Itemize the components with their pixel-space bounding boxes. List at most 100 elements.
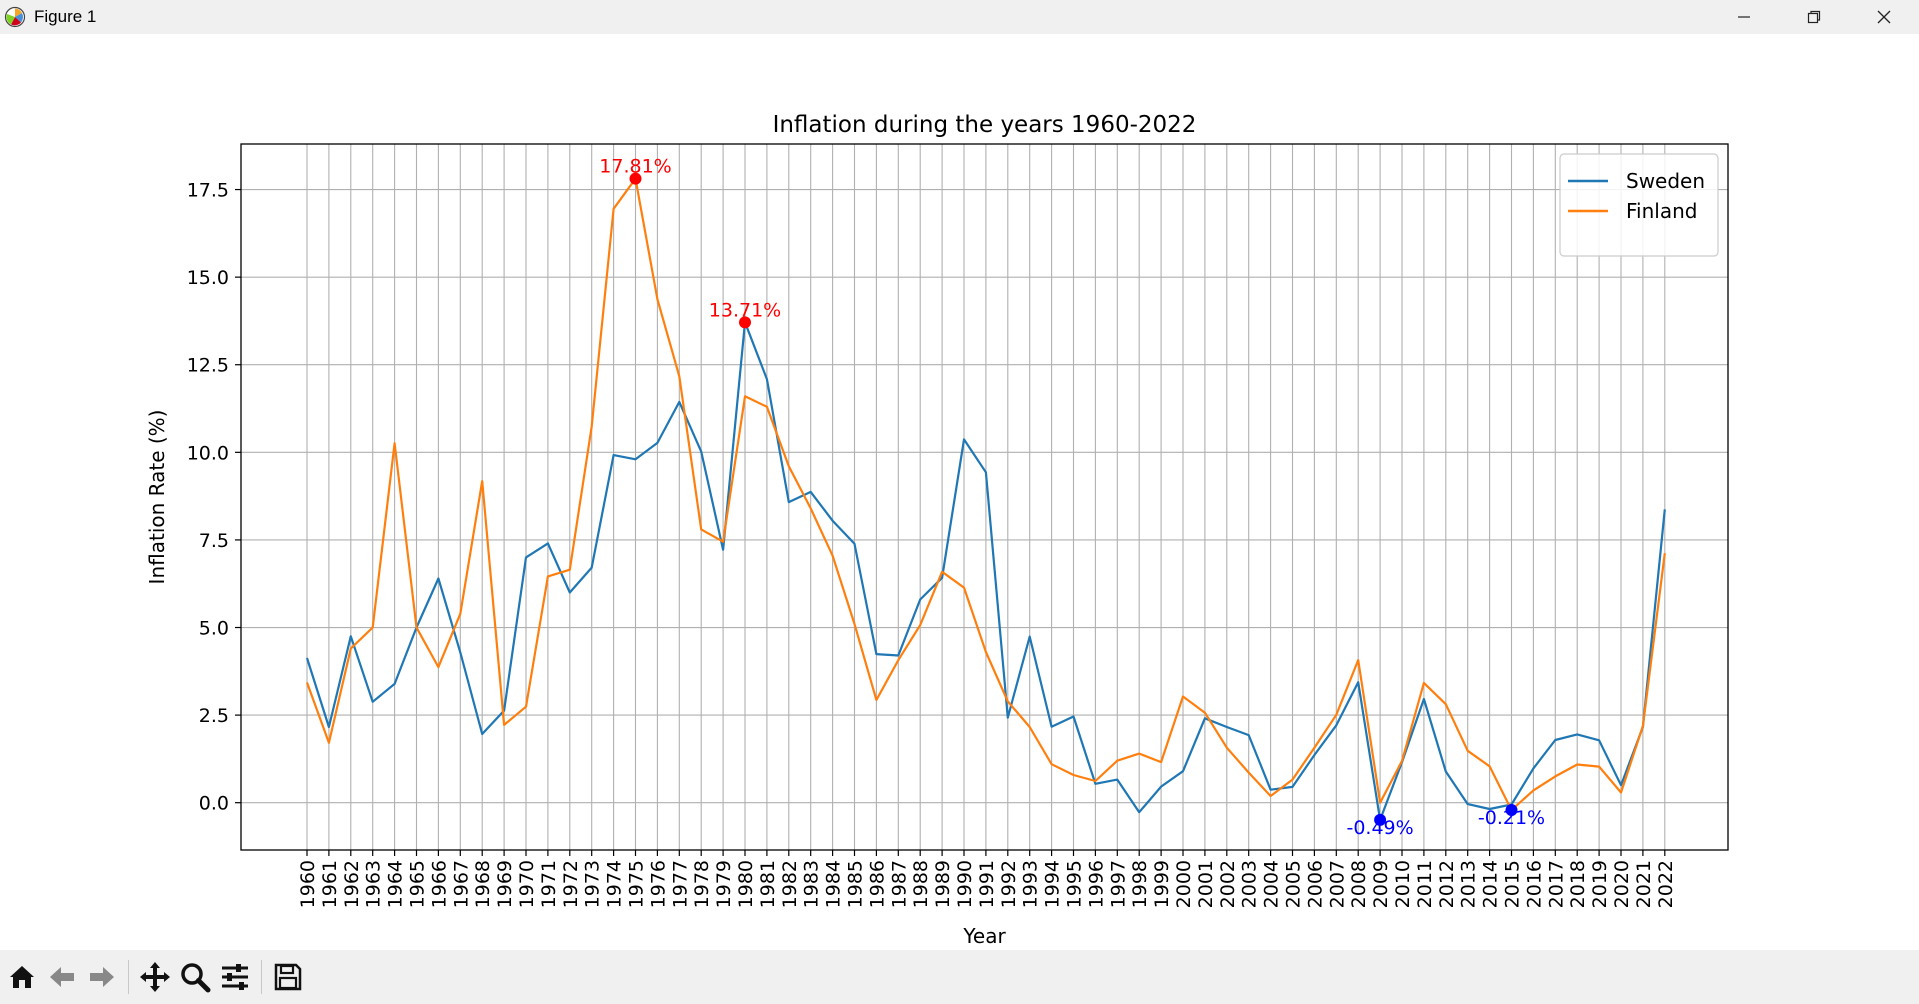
x-tick-label: 1980 <box>735 860 757 908</box>
x-tick-label: 1976 <box>647 860 669 908</box>
zoom-button[interactable] <box>175 955 215 999</box>
x-tick-label: 1996 <box>1085 860 1107 908</box>
x-tick-label: 1975 <box>626 860 648 908</box>
x-tick-label: 1979 <box>713 860 735 908</box>
annotation-label: -0.49% <box>1346 817 1413 839</box>
x-tick-label: 1999 <box>1151 860 1173 908</box>
legend-label-sweden: Sweden <box>1626 169 1705 193</box>
x-tick-label: 1973 <box>582 860 604 908</box>
legend-box <box>1559 153 1719 257</box>
home-icon <box>10 966 34 988</box>
extreme-marker <box>629 172 642 185</box>
x-tick-label: 2013 <box>1458 860 1480 908</box>
x-tick-label: 2007 <box>1326 860 1348 908</box>
configure-subplots-icon <box>222 964 248 990</box>
x-tick-label: 1995 <box>1064 860 1086 908</box>
x-tick-label: 1983 <box>801 860 823 908</box>
line-chart: 17.81% 13.71% -0.49% -0.21% 0.0 2.5 5.0 7.5 10.0… <box>145 112 1729 948</box>
x-tick-label: 1984 <box>823 860 845 908</box>
extreme-marker <box>1505 804 1518 817</box>
x-tick-label: 1978 <box>691 860 713 908</box>
x-tick-label: 2002 <box>1217 860 1239 908</box>
pan-button[interactable] <box>135 955 175 999</box>
matplotlib-logo-icon <box>4 6 26 28</box>
save-icon <box>274 963 302 991</box>
x-tick-label: 1994 <box>1042 860 1064 908</box>
x-tick-label: 2006 <box>1304 860 1326 908</box>
toolbar-separator <box>261 960 262 994</box>
forward-button[interactable] <box>82 955 122 999</box>
x-tick-label: 2011 <box>1414 860 1436 908</box>
x-tick-label: 1967 <box>450 860 472 908</box>
x-tick-label: 1998 <box>1129 860 1151 908</box>
series-line-finland <box>305 177 1666 812</box>
minimize-button[interactable] <box>1709 0 1779 34</box>
plot-frame <box>240 143 1729 851</box>
legend-label-finland: Finland <box>1626 199 1697 223</box>
restore-button[interactable] <box>1779 0 1849 34</box>
minimize-icon <box>1738 16 1750 18</box>
pan-icon <box>140 962 170 992</box>
zoom-icon <box>181 963 211 993</box>
toolbar-separator <box>128 960 129 994</box>
x-tick-label: 1982 <box>779 860 801 908</box>
restore-icon <box>1807 10 1821 24</box>
extreme-marker <box>1374 813 1387 826</box>
x-tick-label: 1966 <box>428 860 450 908</box>
x-tick-label: 1981 <box>757 860 779 908</box>
x-tick-label: 2019 <box>1589 860 1611 908</box>
x-tick-label: 2000 <box>1173 860 1195 908</box>
home-button[interactable] <box>2 955 42 999</box>
x-tick-label: 1965 <box>407 860 429 908</box>
x-tick-label: 2014 <box>1480 860 1502 908</box>
back-button[interactable] <box>42 955 82 999</box>
x-tick-label: 1997 <box>1107 860 1129 908</box>
x-tick-label: 1970 <box>516 860 538 908</box>
x-tick-label: 1961 <box>319 860 341 908</box>
x-tick-label: 2009 <box>1370 860 1392 908</box>
save-button[interactable] <box>268 955 308 999</box>
chart-title: Inflation during the years 1960-2022 <box>773 112 1197 138</box>
x-tick-label: 1974 <box>604 860 626 908</box>
x-tick-label: 2001 <box>1195 860 1217 908</box>
x-tick-label: 1989 <box>932 860 954 908</box>
x-tick-label: 2016 <box>1523 860 1545 908</box>
y-tick-label: 17.5 <box>187 180 229 202</box>
x-tick-label: 2018 <box>1567 860 1589 908</box>
x-tick-label: 1960 <box>297 860 319 908</box>
x-tick-label: 1977 <box>669 860 691 908</box>
x-tick-label: 1987 <box>888 860 910 908</box>
annotation-label: 17.81% <box>599 156 671 178</box>
x-tick-label: 1971 <box>538 860 560 908</box>
x-tick-label: 2012 <box>1436 860 1458 908</box>
annotation-label: 13.71% <box>709 299 781 321</box>
y-tick-label: 15.0 <box>187 267 229 289</box>
x-tick-label: 2017 <box>1545 860 1567 908</box>
x-tick-label: 2015 <box>1502 860 1524 908</box>
x-tick-label: 1962 <box>341 860 363 908</box>
x-tick-label: 2020 <box>1611 860 1633 908</box>
extreme-marker <box>739 316 751 329</box>
forward-arrow-icon <box>90 967 114 987</box>
x-tick-label: 1972 <box>560 860 582 908</box>
close-button[interactable] <box>1849 0 1919 34</box>
x-tick-label: 1992 <box>998 860 1020 908</box>
y-tick-label: 0.0 <box>199 793 229 815</box>
series-line-sweden <box>305 321 1666 822</box>
x-tick-label: 1968 <box>472 860 494 908</box>
figure-canvas: 17.81% 13.71% -0.49% -0.21% 0.0 2.5 5.0 7.5 10.0… <box>0 34 1919 950</box>
x-tick-label: 2004 <box>1261 860 1283 908</box>
x-tick-label: 1990 <box>954 860 976 908</box>
x-tick-label: 1993 <box>1020 860 1042 908</box>
navigation-toolbar <box>0 950 1919 1004</box>
configure-subplots-button[interactable] <box>215 955 255 999</box>
x-tick-label: 2022 <box>1655 860 1677 908</box>
x-tick-label: 2005 <box>1283 860 1305 908</box>
close-icon <box>1877 10 1891 24</box>
annotation-label: -0.21% <box>1478 807 1545 829</box>
x-tick-label: 2021 <box>1633 860 1655 908</box>
x-tick-label: 1985 <box>845 860 867 908</box>
y-tick-label: 7.5 <box>199 530 229 552</box>
x-tick-label: 2010 <box>1392 860 1414 908</box>
y-tick-label: 12.5 <box>187 355 229 377</box>
